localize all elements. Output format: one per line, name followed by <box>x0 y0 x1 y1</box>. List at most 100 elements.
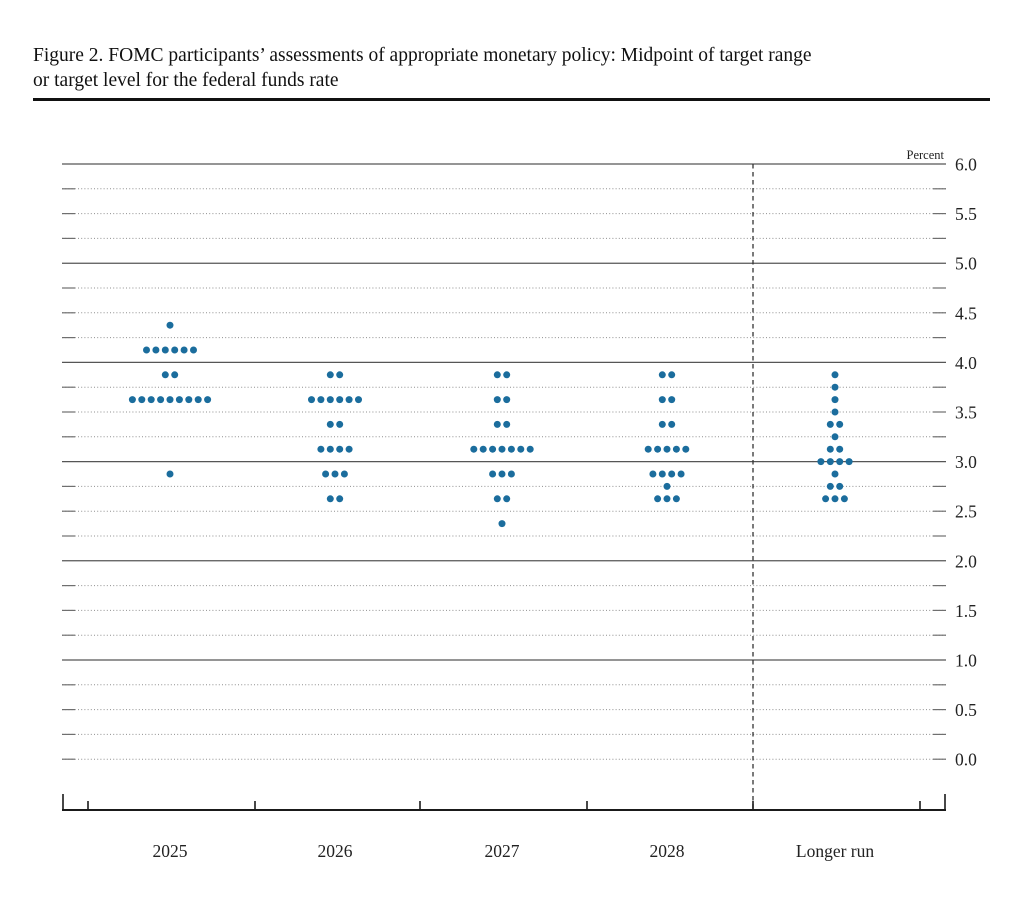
projection-dot <box>479 445 487 453</box>
projection-dot <box>668 470 676 478</box>
projection-dot <box>840 495 848 503</box>
projection-dot <box>331 470 339 478</box>
projection-dot <box>836 420 844 428</box>
projection-dot <box>503 495 511 503</box>
projection-dot <box>498 520 506 528</box>
projection-dot <box>668 420 676 428</box>
projection-dot <box>658 470 666 478</box>
projection-dot <box>507 470 515 478</box>
y-axis-label: 5.0 <box>955 254 977 274</box>
projection-dot <box>826 458 834 466</box>
x-category-label: 2026 <box>318 841 353 861</box>
projection-dot <box>493 495 501 503</box>
projection-dot <box>831 396 839 404</box>
projection-dot <box>817 458 825 466</box>
projection-dot <box>322 470 330 478</box>
figure-title: Figure 2. FOMC participants’ assessments… <box>33 44 983 93</box>
y-axis-label: 0.0 <box>955 750 977 770</box>
figure-title-line1: Figure 2. FOMC participants’ assessments… <box>33 45 812 66</box>
projection-dot <box>826 420 834 428</box>
projection-dot <box>143 346 150 354</box>
projection-dot <box>498 470 506 478</box>
projection-dot <box>649 470 657 478</box>
projection-dot <box>470 445 478 453</box>
projection-dot <box>654 445 662 453</box>
projection-dot <box>175 396 183 404</box>
x-category-label: Longer run <box>796 841 874 861</box>
projection-dot <box>326 445 334 453</box>
title-rule <box>33 98 990 101</box>
projection-dot <box>682 445 690 453</box>
projection-dot <box>831 470 839 478</box>
projection-dot <box>836 482 844 490</box>
projection-dot <box>157 396 165 404</box>
y-axis-label: 4.5 <box>955 303 977 323</box>
projection-dot <box>166 396 174 404</box>
projection-dot <box>668 396 676 404</box>
projection-dot <box>672 495 680 503</box>
projection-dot <box>677 470 685 478</box>
projection-dot <box>161 346 169 354</box>
projection-dot <box>340 470 348 478</box>
y-axis-label: 3.5 <box>955 403 977 423</box>
projection-dot <box>503 396 511 404</box>
projection-dot <box>489 470 497 478</box>
projection-dot <box>336 495 344 503</box>
projection-dot <box>166 321 174 329</box>
projection-dot <box>836 458 844 466</box>
projection-dot <box>498 445 506 453</box>
projection-dot <box>663 495 671 503</box>
projection-dot <box>826 482 834 490</box>
projection-dot <box>147 396 155 404</box>
figure-title-line2: or target level for the federal funds ra… <box>33 69 339 91</box>
y-axis-unit-label: Percent <box>907 148 945 162</box>
projection-dot <box>831 495 839 503</box>
y-axis-label: 6.0 <box>955 155 977 175</box>
projection-dot <box>336 396 344 404</box>
projection-dot <box>845 458 853 466</box>
y-axis-label: 1.5 <box>955 601 977 621</box>
y-axis-label: 2.5 <box>955 502 977 522</box>
y-axis-label: 4.0 <box>955 353 977 373</box>
projection-dot <box>663 482 671 490</box>
projection-dot <box>171 371 179 379</box>
projection-dot <box>190 346 197 354</box>
projection-dot <box>326 420 334 428</box>
projection-dot <box>517 445 525 453</box>
projection-dot <box>658 396 666 404</box>
y-axis-label: 5.5 <box>955 204 977 224</box>
projection-dot <box>128 396 136 404</box>
projection-dot <box>831 383 839 391</box>
projection-dot <box>317 445 325 453</box>
projection-dot <box>345 396 353 404</box>
projection-dot <box>672 445 680 453</box>
projection-dot <box>526 445 534 453</box>
projection-dot <box>355 396 362 404</box>
projection-dot <box>326 371 334 379</box>
projection-dot <box>831 371 839 379</box>
projection-dot <box>493 396 501 404</box>
projection-dot <box>826 445 834 453</box>
x-category-label: 2027 <box>485 841 520 861</box>
y-axis-label: 3.0 <box>955 452 977 472</box>
projection-dot <box>831 433 839 441</box>
projection-dot <box>489 445 497 453</box>
projection-dot <box>336 371 344 379</box>
projection-dot <box>345 445 353 453</box>
projection-dot <box>503 371 511 379</box>
projection-dot <box>658 420 666 428</box>
projection-dot <box>493 420 501 428</box>
projection-dot <box>658 371 666 379</box>
projection-dot <box>654 495 662 503</box>
projection-dot <box>204 396 212 404</box>
projection-dot <box>152 346 160 354</box>
projection-dot <box>507 445 515 453</box>
projection-dot <box>336 445 344 453</box>
x-category-label: 2025 <box>153 841 188 861</box>
projection-dot <box>663 445 671 453</box>
projection-dot <box>185 396 193 404</box>
projection-dot <box>194 396 202 404</box>
